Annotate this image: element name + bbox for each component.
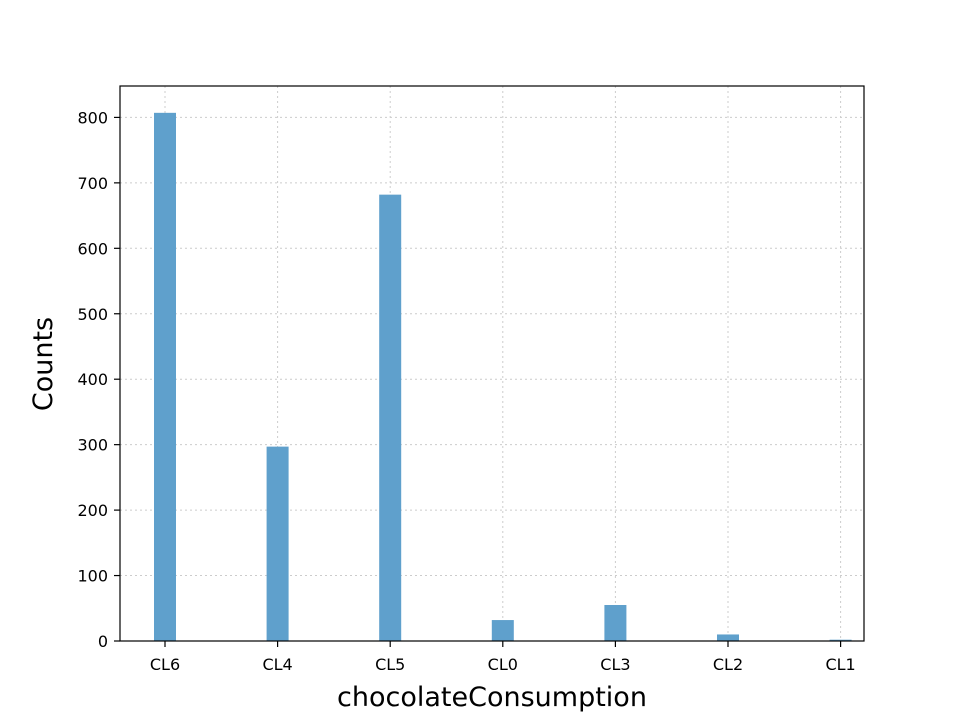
y-tick-label: 0 bbox=[98, 632, 108, 651]
bar-CL6 bbox=[154, 112, 176, 641]
y-tick-label: 500 bbox=[77, 305, 108, 324]
y-tick-label: 600 bbox=[77, 239, 108, 258]
bar-CL3 bbox=[604, 605, 627, 641]
bar-CL1 bbox=[829, 639, 852, 641]
x-tick-label: CL5 bbox=[375, 655, 405, 674]
x-tick-label: CL0 bbox=[488, 655, 518, 674]
bar-CL0 bbox=[491, 620, 514, 641]
x-tick-label: CL6 bbox=[150, 655, 180, 674]
x-tick-label: CL3 bbox=[600, 655, 630, 674]
x-tick-label: CL4 bbox=[262, 655, 292, 674]
x-tick-label: CL2 bbox=[713, 655, 743, 674]
grid-lines bbox=[120, 86, 864, 642]
y-tick-label: 400 bbox=[77, 370, 108, 389]
y-tick-label: 300 bbox=[77, 436, 108, 455]
y-axis-label: Counts bbox=[28, 317, 59, 411]
x-ticks: CL6 CL4 CL5 CL0 CL3 CL2 CL1 bbox=[150, 641, 856, 674]
plot-frame bbox=[119, 85, 865, 642]
y-tick-label: 800 bbox=[77, 108, 108, 127]
y-tick-label: 200 bbox=[77, 501, 108, 520]
bar-CL5 bbox=[379, 194, 402, 642]
bars bbox=[154, 112, 852, 642]
bar-CL2 bbox=[717, 634, 739, 641]
y-tick-label: 100 bbox=[77, 567, 108, 586]
x-tick-label: CL1 bbox=[825, 655, 855, 674]
y-tick-label: 700 bbox=[77, 174, 108, 193]
bar-CL4 bbox=[266, 446, 289, 641]
x-axis-label: chocolateConsumption bbox=[337, 682, 647, 713]
y-ticks: 0 100 200 300 400 500 600 700 800 bbox=[77, 108, 120, 651]
